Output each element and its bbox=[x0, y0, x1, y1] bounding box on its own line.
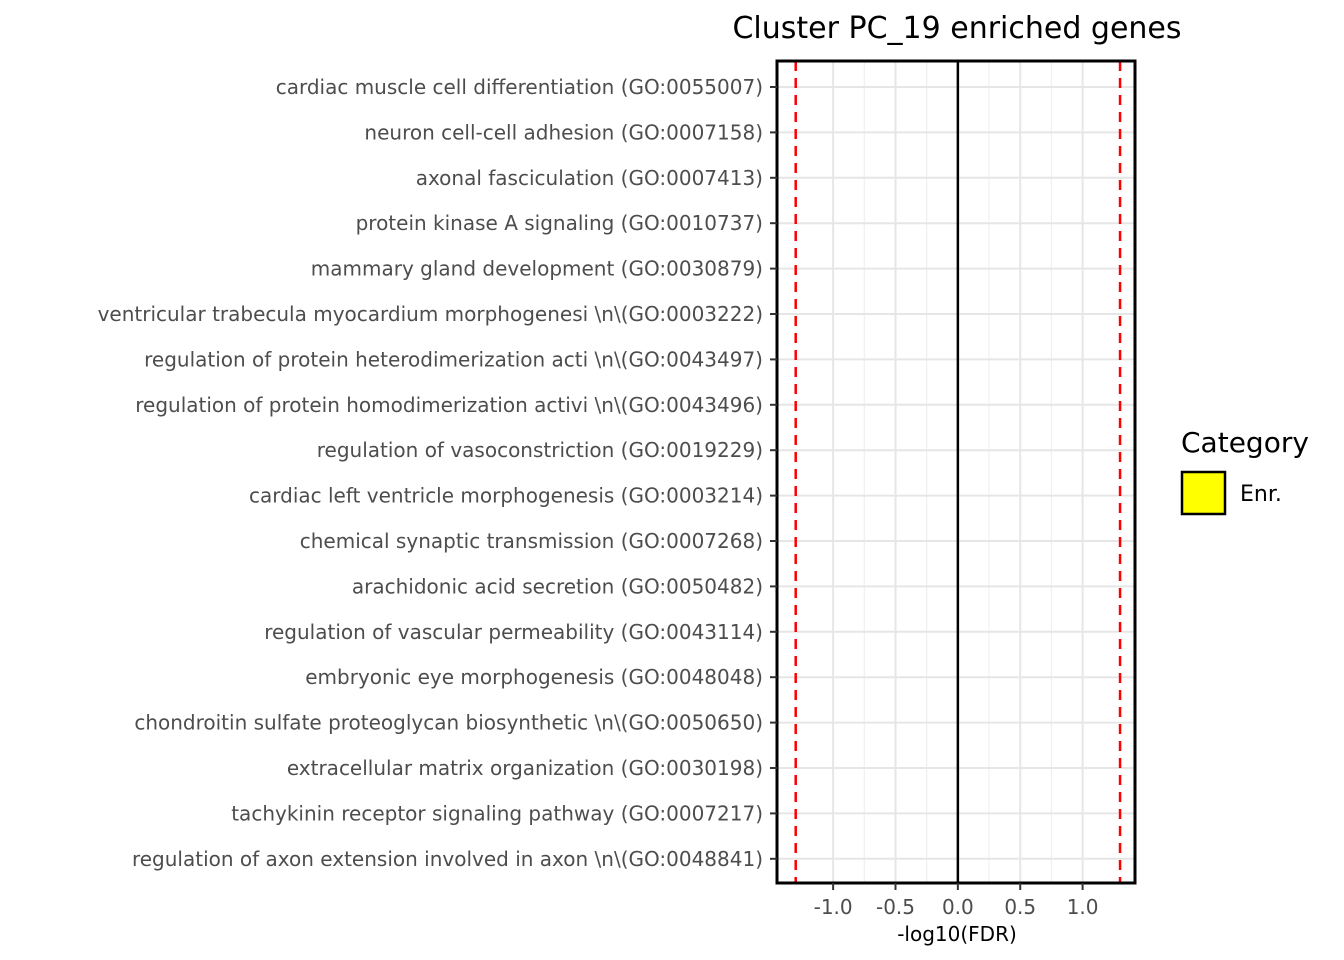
legend: Category Enr. bbox=[1180, 426, 1309, 516]
y-tick-label: axonal fasciculation (GO:0007413) bbox=[416, 166, 763, 190]
y-tick-label: chemical synaptic transmission (GO:00072… bbox=[300, 529, 763, 553]
y-tick-label: protein kinase A signaling (GO:0010737) bbox=[356, 211, 763, 235]
y-tick-labels: cardiac muscle cell differentiation (GO:… bbox=[98, 75, 777, 871]
y-tick-label: ventricular trabecula myocardium morphog… bbox=[98, 302, 763, 326]
legend-title: Category bbox=[1181, 426, 1309, 459]
y-tick-label: arachidonic acid secretion (GO:0050482) bbox=[352, 574, 763, 598]
y-tick-label: regulation of axon extension involved in… bbox=[132, 847, 763, 871]
x-tick-label: 1.0 bbox=[1067, 895, 1099, 919]
x-tick-labels: -1.0 -0.5 0.0 0.5 1.0 bbox=[814, 883, 1099, 919]
y-tick-label: chondroitin sulfate proteoglycan biosynt… bbox=[134, 711, 763, 735]
y-tick-label: cardiac muscle cell differentiation (GO:… bbox=[276, 75, 763, 99]
x-tick-label: 0.0 bbox=[942, 895, 974, 919]
legend-swatch-enr bbox=[1180, 470, 1227, 516]
x-tick-label: 0.5 bbox=[1004, 895, 1036, 919]
chart-title: Cluster PC_19 enriched genes bbox=[732, 11, 1181, 46]
x-tick-label: -1.0 bbox=[814, 895, 853, 919]
y-tick-label: mammary gland development (GO:0030879) bbox=[311, 257, 763, 281]
y-tick-label: tachykinin receptor signaling pathway (G… bbox=[231, 801, 763, 825]
grid-layer bbox=[777, 61, 1135, 883]
y-tick-label: neuron cell-cell adhesion (GO:0007158) bbox=[364, 120, 763, 144]
y-tick-label: cardiac left ventricle morphogenesis (GO… bbox=[249, 484, 763, 508]
y-tick-label: embryonic eye morphogenesis (GO:0048048) bbox=[305, 665, 763, 689]
panel-border bbox=[775, 59, 1137, 885]
reference-lines bbox=[794, 61, 1122, 883]
y-tick-label: extracellular matrix organization (GO:00… bbox=[287, 756, 763, 780]
x-axis-label: -log10(FDR) bbox=[897, 922, 1017, 946]
y-tick-label: regulation of vasoconstriction (GO:00192… bbox=[317, 438, 763, 462]
plot-frame bbox=[775, 59, 1137, 885]
y-tick-label: regulation of protein homodimerization a… bbox=[135, 393, 763, 417]
y-tick-label: regulation of vascular permeability (GO:… bbox=[264, 620, 763, 644]
legend-label-enr: Enr. bbox=[1240, 482, 1282, 507]
y-tick-label: regulation of protein heterodimerization… bbox=[144, 347, 763, 371]
x-tick-label: -0.5 bbox=[876, 895, 915, 919]
